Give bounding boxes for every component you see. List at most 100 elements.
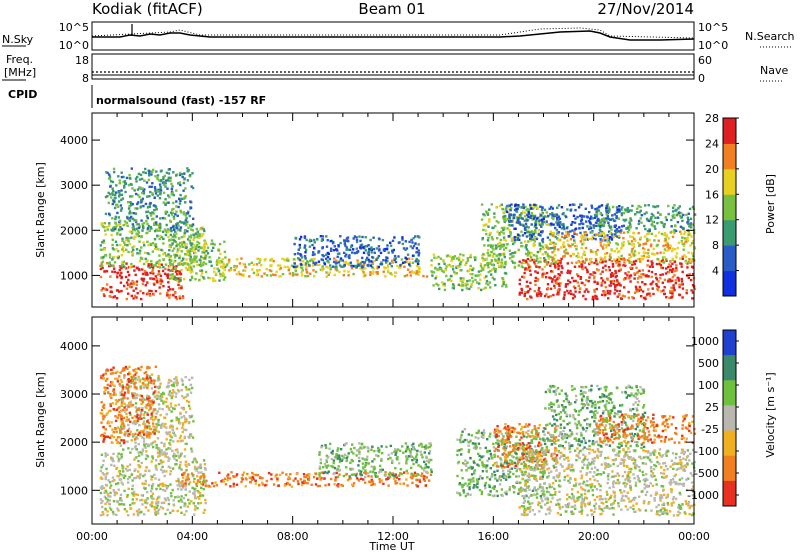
velocity-pixel — [147, 380, 149, 382]
power-pixel — [522, 259, 524, 261]
power-pixel — [165, 204, 167, 206]
power-pixel — [416, 270, 418, 272]
power-pixel — [550, 288, 552, 290]
power-pixel — [197, 231, 199, 233]
power-pixel — [346, 237, 348, 239]
power-pixel — [522, 266, 524, 268]
velocity-pixel — [163, 502, 165, 504]
velocity-pixel — [190, 434, 192, 436]
power-pixel — [558, 265, 560, 267]
velocity-pixel — [161, 408, 163, 410]
power-pixel — [443, 271, 445, 273]
velocity-pixel — [116, 475, 118, 477]
power-pixel — [139, 260, 141, 262]
power-pixel — [142, 227, 144, 229]
power-pixel — [648, 270, 650, 272]
velocity-pixel — [140, 366, 142, 368]
power-pixel — [203, 248, 205, 250]
velocity-pixel — [150, 413, 152, 415]
power-pixel — [141, 268, 143, 270]
velocity-pixel — [123, 442, 125, 444]
power-pixel — [499, 248, 501, 250]
power-pixel — [609, 269, 611, 271]
power-pixel — [135, 213, 137, 215]
velocity-pixel — [141, 462, 143, 464]
power-pixel — [103, 226, 105, 228]
power-pixel — [115, 248, 117, 250]
power-pixel — [139, 250, 141, 252]
velocity-pixel — [120, 445, 122, 447]
power-pixel — [173, 261, 175, 263]
power-pixel — [183, 262, 185, 264]
power-pixel — [273, 260, 275, 262]
velocity-pixel — [140, 418, 142, 420]
power-pixel — [511, 238, 513, 240]
velocity-pixel — [368, 481, 370, 483]
power-pixel — [577, 256, 579, 258]
power-pixel — [538, 287, 540, 289]
power-pixel — [588, 276, 590, 278]
power-pixel — [313, 247, 315, 249]
power-pixel — [113, 171, 115, 173]
power-pixel — [125, 276, 127, 278]
power-pixel — [121, 172, 123, 174]
power-pixel — [640, 276, 642, 278]
power-pixel — [622, 295, 624, 297]
power-pixel — [566, 272, 568, 274]
power-pixel — [485, 233, 487, 235]
power-pixel — [642, 290, 644, 292]
velocity-pixel — [162, 489, 164, 491]
power-pixel — [347, 263, 349, 265]
power-pixel — [137, 292, 139, 294]
power-pixel — [108, 213, 110, 215]
velocity-pixel — [119, 428, 121, 430]
power-pixel — [347, 270, 349, 272]
power-pixel — [633, 232, 635, 234]
power-pixel — [462, 284, 464, 286]
power-pixel — [433, 256, 435, 258]
power-pixel — [162, 270, 164, 272]
power-pixel — [301, 256, 303, 258]
power-pixel — [662, 282, 664, 284]
power-pixel — [282, 273, 284, 275]
power-pixel — [100, 276, 102, 278]
power-pixel — [503, 239, 505, 241]
power-pixel — [604, 239, 606, 241]
power-pixel — [556, 293, 558, 295]
power-pixel — [477, 287, 479, 289]
velocity-pixel — [118, 414, 120, 416]
power-pixel — [210, 243, 212, 245]
power-pixel — [631, 248, 633, 250]
velocity-pixel — [129, 464, 131, 466]
velocity-pixel — [182, 431, 184, 433]
power-pixel — [149, 294, 151, 296]
power-pixel — [634, 263, 636, 265]
power-pixel — [284, 266, 286, 268]
velocity-pixel — [102, 426, 104, 428]
power-pixel — [552, 234, 554, 236]
power-pixel — [144, 168, 146, 170]
velocity-pixel — [118, 399, 120, 401]
power-pixel — [607, 222, 609, 224]
power-pixel — [680, 226, 682, 228]
power-pixel — [185, 247, 187, 249]
power-pixel — [530, 274, 532, 276]
power-pixel — [674, 261, 676, 263]
power-pixel — [408, 263, 410, 265]
power-pixel — [672, 207, 674, 209]
power-pixel — [365, 249, 367, 251]
y-tick-label: 4000 — [60, 134, 88, 147]
power-pixel — [503, 253, 505, 255]
power-pixel — [633, 254, 635, 256]
power-pixel — [659, 260, 661, 262]
power-pixel — [395, 272, 397, 274]
power-pixel — [601, 294, 603, 296]
power-pixel — [606, 252, 608, 254]
power-pixel — [544, 266, 546, 268]
power-pixel — [145, 284, 147, 286]
power-pixel — [178, 237, 180, 239]
power-pixel — [506, 243, 508, 245]
velocity-pixel — [135, 420, 137, 422]
power-pixel — [167, 194, 169, 196]
velocity-pixel — [193, 478, 195, 480]
